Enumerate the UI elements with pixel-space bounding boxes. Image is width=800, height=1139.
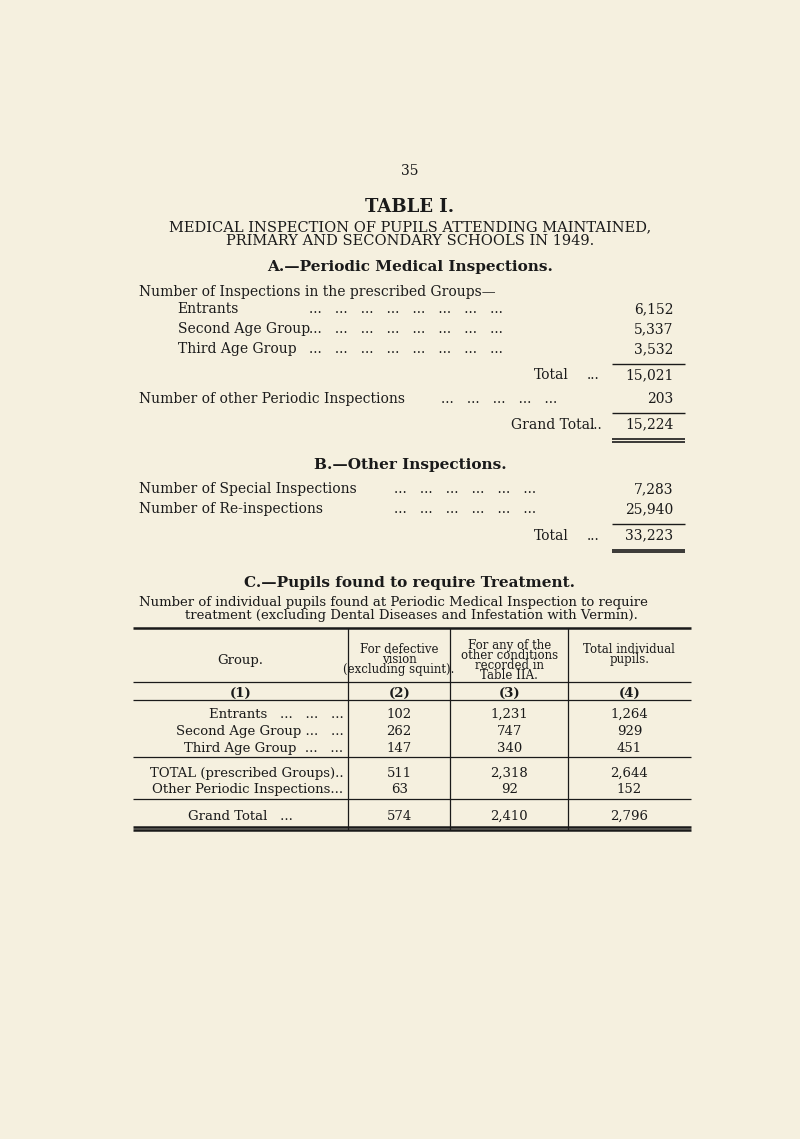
- Text: Entrants: Entrants: [178, 302, 239, 317]
- Text: 2,410: 2,410: [490, 810, 528, 822]
- Text: 7,283: 7,283: [634, 483, 674, 497]
- Text: 15,224: 15,224: [625, 418, 674, 432]
- Text: (4): (4): [618, 687, 640, 700]
- Text: Grand Total: Grand Total: [510, 418, 594, 432]
- Text: Second Age Group: Second Age Group: [178, 322, 310, 336]
- Text: Third Age Group: Third Age Group: [178, 343, 296, 357]
- Text: 574: 574: [386, 810, 412, 822]
- Text: ...: ...: [586, 528, 599, 542]
- Text: 33,223: 33,223: [626, 528, 674, 542]
- Text: 25,940: 25,940: [626, 502, 674, 516]
- Text: pupils.: pupils.: [610, 654, 650, 666]
- Text: 147: 147: [386, 741, 412, 755]
- Text: TOTAL (prescribed Groups)..: TOTAL (prescribed Groups)..: [150, 767, 343, 779]
- Text: Number of Special Inspections: Number of Special Inspections: [138, 483, 357, 497]
- Text: For defective: For defective: [360, 644, 438, 656]
- Text: 2,318: 2,318: [490, 767, 528, 779]
- Text: 15,021: 15,021: [625, 368, 674, 383]
- Text: ...: ...: [586, 368, 599, 383]
- Text: For any of the: For any of the: [467, 639, 551, 652]
- Text: 262: 262: [386, 724, 412, 738]
- Text: Table IIA.: Table IIA.: [480, 669, 538, 682]
- Text: Third Age Group  ...   ...: Third Age Group ... ...: [184, 741, 343, 755]
- Text: 203: 203: [647, 392, 674, 405]
- Text: 1,264: 1,264: [610, 708, 648, 721]
- Text: Grand Total   ...: Grand Total ...: [188, 810, 293, 822]
- Text: B.—Other Inspections.: B.—Other Inspections.: [314, 458, 506, 472]
- Text: ...   ...   ...   ...   ...   ...   ...   ...: ... ... ... ... ... ... ... ...: [310, 343, 503, 357]
- Text: ...   ...   ...   ...   ...   ...   ...   ...: ... ... ... ... ... ... ... ...: [310, 322, 503, 336]
- Text: 2,796: 2,796: [610, 810, 648, 822]
- Text: Number of Inspections in the prescribed Groups—: Number of Inspections in the prescribed …: [138, 285, 495, 298]
- Text: ...   ...   ...   ...   ...: ... ... ... ... ...: [441, 392, 558, 405]
- Text: ...   ...   ...   ...   ...   ...   ...   ...: ... ... ... ... ... ... ... ...: [310, 302, 503, 317]
- Text: Number of Re-inspections: Number of Re-inspections: [138, 502, 322, 516]
- Text: 92: 92: [501, 784, 518, 796]
- Text: treatment (excluding Dental Diseases and Infestation with Vermin).: treatment (excluding Dental Diseases and…: [186, 609, 638, 622]
- Text: 5,337: 5,337: [634, 322, 674, 336]
- Text: 35: 35: [402, 164, 418, 178]
- Text: Total: Total: [534, 368, 569, 383]
- Text: (excluding squint).: (excluding squint).: [343, 663, 455, 677]
- Text: Total: Total: [534, 528, 569, 542]
- Text: recorded in: recorded in: [474, 658, 544, 672]
- Text: Entrants   ...   ...   ...: Entrants ... ... ...: [209, 708, 343, 721]
- Text: 3,532: 3,532: [634, 343, 674, 357]
- Text: 929: 929: [617, 724, 642, 738]
- Text: (1): (1): [230, 687, 251, 700]
- Text: other conditions: other conditions: [461, 649, 558, 662]
- Text: Group.: Group.: [218, 654, 263, 667]
- Text: Second Age Group ...   ...: Second Age Group ... ...: [176, 724, 343, 738]
- Text: 6,152: 6,152: [634, 302, 674, 317]
- Text: 2,644: 2,644: [610, 767, 648, 779]
- Text: 63: 63: [390, 784, 408, 796]
- Text: Other Periodic Inspections...: Other Periodic Inspections...: [152, 784, 343, 796]
- Text: ...   ...   ...   ...   ...   ...: ... ... ... ... ... ...: [394, 483, 537, 497]
- Text: (3): (3): [498, 687, 520, 700]
- Text: MEDICAL INSPECTION OF PUPILS ATTENDING MAINTAINED,: MEDICAL INSPECTION OF PUPILS ATTENDING M…: [169, 220, 651, 233]
- Text: Number of other Periodic Inspections: Number of other Periodic Inspections: [138, 392, 405, 405]
- Text: 451: 451: [617, 741, 642, 755]
- Text: 102: 102: [386, 708, 412, 721]
- Text: 152: 152: [617, 784, 642, 796]
- Text: vision: vision: [382, 654, 417, 666]
- Text: 747: 747: [497, 724, 522, 738]
- Text: TABLE I.: TABLE I.: [366, 198, 454, 216]
- Text: A.—Periodic Medical Inspections.: A.—Periodic Medical Inspections.: [267, 260, 553, 273]
- Text: Number of individual pupils found at Periodic Medical Inspection to require: Number of individual pupils found at Per…: [138, 597, 648, 609]
- Text: ...: ...: [590, 418, 602, 432]
- Text: 1,231: 1,231: [490, 708, 528, 721]
- Text: PRIMARY AND SECONDARY SCHOOLS IN 1949.: PRIMARY AND SECONDARY SCHOOLS IN 1949.: [226, 233, 594, 247]
- Text: ...   ...   ...   ...   ...   ...: ... ... ... ... ... ...: [394, 502, 537, 516]
- Text: 340: 340: [497, 741, 522, 755]
- Text: 511: 511: [386, 767, 412, 779]
- Text: C.—Pupils found to require Treatment.: C.—Pupils found to require Treatment.: [245, 576, 575, 590]
- Text: (2): (2): [388, 687, 410, 700]
- Text: Total individual: Total individual: [583, 644, 675, 656]
